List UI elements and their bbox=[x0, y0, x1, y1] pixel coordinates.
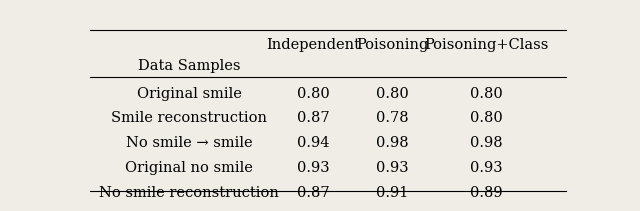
Text: 0.80: 0.80 bbox=[376, 87, 409, 101]
Text: No smile → smile: No smile → smile bbox=[126, 136, 252, 150]
Text: 0.93: 0.93 bbox=[376, 161, 409, 175]
Text: 0.87: 0.87 bbox=[297, 111, 330, 125]
Text: 0.91: 0.91 bbox=[376, 186, 409, 200]
Text: Data Samples: Data Samples bbox=[138, 59, 241, 73]
Text: 0.80: 0.80 bbox=[470, 111, 503, 125]
Text: 0.80: 0.80 bbox=[470, 87, 503, 101]
Text: 0.93: 0.93 bbox=[297, 161, 330, 175]
Text: Poisoning+Class: Poisoning+Class bbox=[424, 38, 549, 52]
Text: Independent: Independent bbox=[266, 38, 360, 52]
Text: Poisoning: Poisoning bbox=[356, 38, 429, 52]
Text: 0.89: 0.89 bbox=[470, 186, 503, 200]
Text: 0.94: 0.94 bbox=[297, 136, 330, 150]
Text: Original no smile: Original no smile bbox=[125, 161, 253, 175]
Text: 0.87: 0.87 bbox=[297, 186, 330, 200]
Text: No smile reconstruction: No smile reconstruction bbox=[99, 186, 279, 200]
Text: 0.98: 0.98 bbox=[376, 136, 409, 150]
Text: Original smile: Original smile bbox=[137, 87, 241, 101]
Text: 0.80: 0.80 bbox=[297, 87, 330, 101]
Text: 0.78: 0.78 bbox=[376, 111, 409, 125]
Text: Smile reconstruction: Smile reconstruction bbox=[111, 111, 267, 125]
Text: 0.93: 0.93 bbox=[470, 161, 503, 175]
Text: 0.98: 0.98 bbox=[470, 136, 503, 150]
